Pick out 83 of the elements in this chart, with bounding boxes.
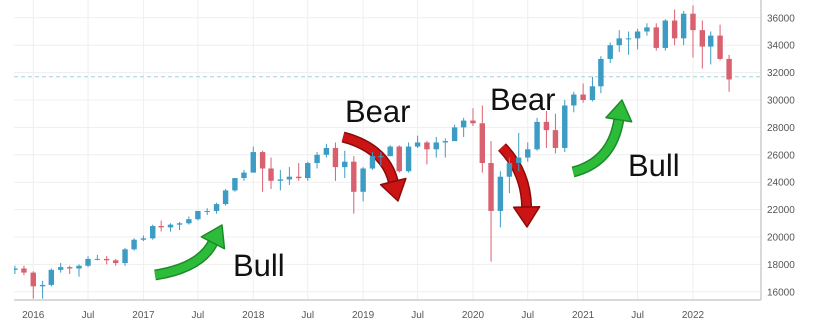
y-tick-label: 32000 bbox=[767, 68, 796, 80]
y-tick-label: 20000 bbox=[767, 232, 796, 244]
candlestick bbox=[158, 220, 164, 232]
x-tick-label: 2021 bbox=[572, 310, 595, 321]
candlestick bbox=[268, 157, 274, 190]
candlestick bbox=[332, 142, 338, 182]
candlestick bbox=[700, 20, 706, 69]
candlestick bbox=[378, 152, 384, 166]
candlestick bbox=[626, 31, 632, 56]
candlestick bbox=[342, 150, 348, 179]
x-tick-label: 2018 bbox=[242, 310, 265, 321]
candlestick bbox=[424, 140, 430, 165]
candlestick bbox=[286, 166, 292, 186]
candlestick bbox=[516, 132, 522, 172]
y-tick-label: 30000 bbox=[767, 96, 796, 106]
candlestick bbox=[654, 22, 659, 52]
candlestick bbox=[414, 135, 420, 148]
candlestick bbox=[305, 161, 310, 182]
x-tick-label: 2017 bbox=[132, 310, 155, 321]
candlestick bbox=[434, 136, 439, 158]
candlestick bbox=[324, 143, 330, 158]
candlestick bbox=[131, 238, 137, 252]
candlestick bbox=[544, 110, 550, 148]
annotation: Bear bbox=[345, 94, 410, 129]
candlestick bbox=[580, 83, 586, 104]
candlestick bbox=[571, 91, 577, 113]
x-tick-label: 2019 bbox=[352, 310, 375, 321]
x-tick-label: Jul bbox=[411, 310, 424, 321]
candlestick bbox=[717, 24, 723, 61]
x-tick-label: 2022 bbox=[682, 310, 705, 321]
y-tick-label: 18000 bbox=[767, 260, 796, 271]
y-tick-label: 34000 bbox=[767, 40, 796, 52]
candlestick bbox=[260, 150, 266, 192]
y-tick-label: 22000 bbox=[767, 205, 796, 216]
annotation: Bull bbox=[628, 148, 680, 183]
candlestick bbox=[58, 262, 64, 274]
candlestick bbox=[122, 247, 128, 266]
candlestick bbox=[85, 256, 91, 268]
candlestick bbox=[644, 22, 650, 36]
candlestick bbox=[708, 31, 714, 65]
y-tick-label: 26000 bbox=[767, 150, 796, 162]
candlestick bbox=[506, 157, 512, 194]
candlestick bbox=[442, 138, 448, 158]
candlestick bbox=[690, 4, 696, 58]
candlestick bbox=[314, 152, 320, 169]
candlestick bbox=[608, 42, 613, 64]
y-tick-label: 28000 bbox=[767, 122, 796, 134]
candlestick bbox=[278, 169, 284, 191]
annotation: Bull bbox=[233, 248, 285, 283]
candlestick bbox=[360, 166, 366, 202]
candlestick bbox=[672, 9, 678, 46]
candlestick bbox=[222, 188, 228, 206]
candlestick bbox=[232, 178, 238, 192]
candlestick bbox=[726, 54, 732, 92]
y-tick-label: 16000 bbox=[767, 287, 796, 298]
x-tick-label: Jul bbox=[521, 310, 534, 321]
candlestick bbox=[214, 202, 220, 214]
candlestick bbox=[370, 152, 376, 170]
candlestick bbox=[150, 224, 156, 240]
candlestick bbox=[250, 146, 256, 174]
candlestick bbox=[590, 76, 596, 102]
candlestick bbox=[296, 162, 302, 182]
candlestick bbox=[470, 108, 476, 127]
candlestick bbox=[48, 268, 54, 287]
candlestick bbox=[460, 117, 466, 138]
candlestick bbox=[40, 280, 46, 300]
x-tick-label: 2020 bbox=[462, 310, 485, 321]
y-tick-label: 24000 bbox=[767, 178, 796, 189]
candlestick bbox=[452, 124, 458, 142]
x-tick-label: 2016 bbox=[22, 310, 45, 321]
x-tick-label: Jul bbox=[191, 310, 204, 321]
y-tick-label: 36000 bbox=[767, 13, 796, 24]
candlestick bbox=[30, 270, 36, 300]
candlestick bbox=[241, 169, 247, 182]
candlestick bbox=[525, 142, 530, 162]
x-tick-label: Jul bbox=[82, 310, 94, 321]
annotation: Bear bbox=[490, 82, 556, 117]
candlestick bbox=[616, 30, 622, 53]
x-tick-label: Jul bbox=[631, 310, 644, 321]
x-tick-label: Jul bbox=[301, 310, 314, 321]
candlestick bbox=[634, 28, 640, 50]
candlestick bbox=[552, 113, 558, 154]
candlestick bbox=[21, 265, 27, 276]
